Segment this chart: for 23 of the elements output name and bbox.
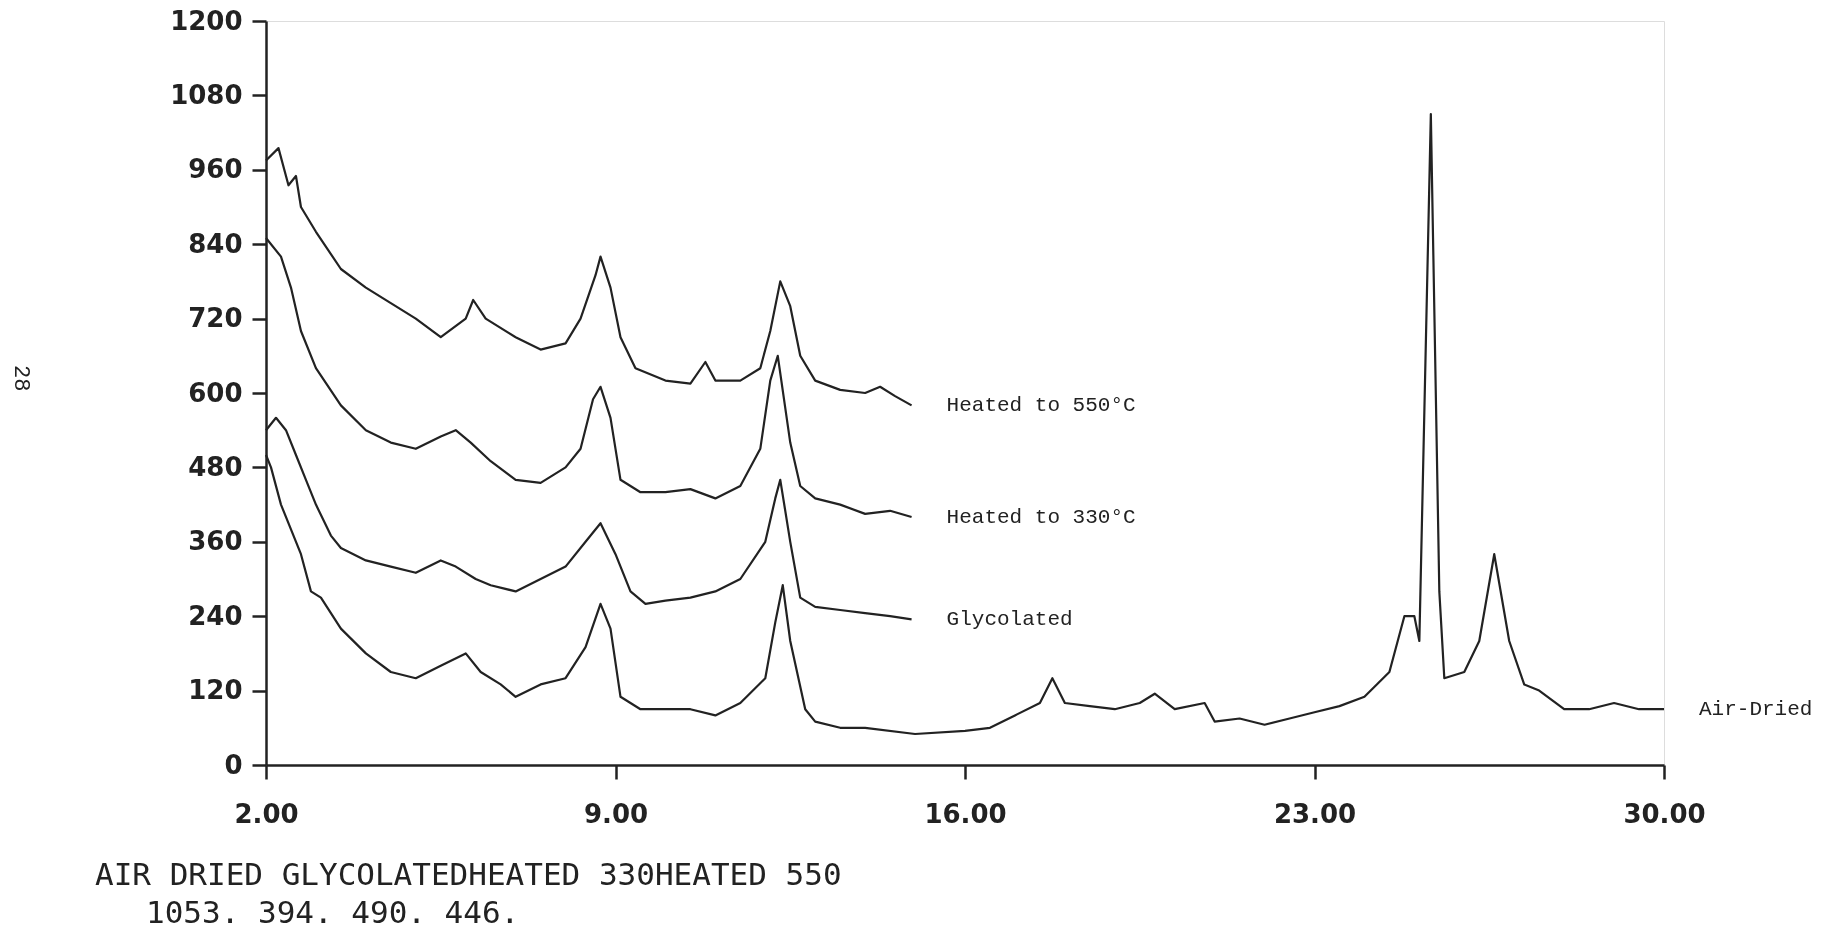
y-tick-label: 360 [188, 526, 243, 557]
y-tick-label: 120 [188, 675, 243, 706]
y-tick-label: 1080 [170, 79, 243, 110]
y-tick-label: 480 [188, 451, 243, 482]
text: 28 [8, 365, 33, 392]
y-tick-label: 240 [188, 600, 243, 631]
x-tick-label: 9.00 [583, 798, 649, 829]
series-label: Heated to 330°C [946, 506, 1136, 529]
y-tick-label: 960 [188, 154, 243, 185]
y-tick-label: 1200 [170, 5, 243, 36]
y-tick-label: 0 [224, 749, 243, 780]
series-label: Heated to 550°C [946, 394, 1136, 418]
y-tick-label: 600 [188, 377, 243, 408]
x-tick-label: 23.00 [1273, 798, 1357, 829]
x-tick-label: 2.00 [234, 798, 299, 829]
text: AIR DRIED GLYCOLATEDHEATED 330HEATED 550 [95, 856, 842, 892]
x-tick-label: 30.00 [1623, 798, 1706, 829]
series-label: Glycolated [946, 608, 1073, 632]
text: 1053. 394. 490. 446. [146, 894, 520, 930]
y-tick-label: 720 [188, 303, 243, 334]
series-label: Air-Dried [1699, 698, 1813, 722]
x-tick-label: 16.00 [924, 798, 1007, 829]
y-tick-label: 840 [188, 228, 243, 259]
